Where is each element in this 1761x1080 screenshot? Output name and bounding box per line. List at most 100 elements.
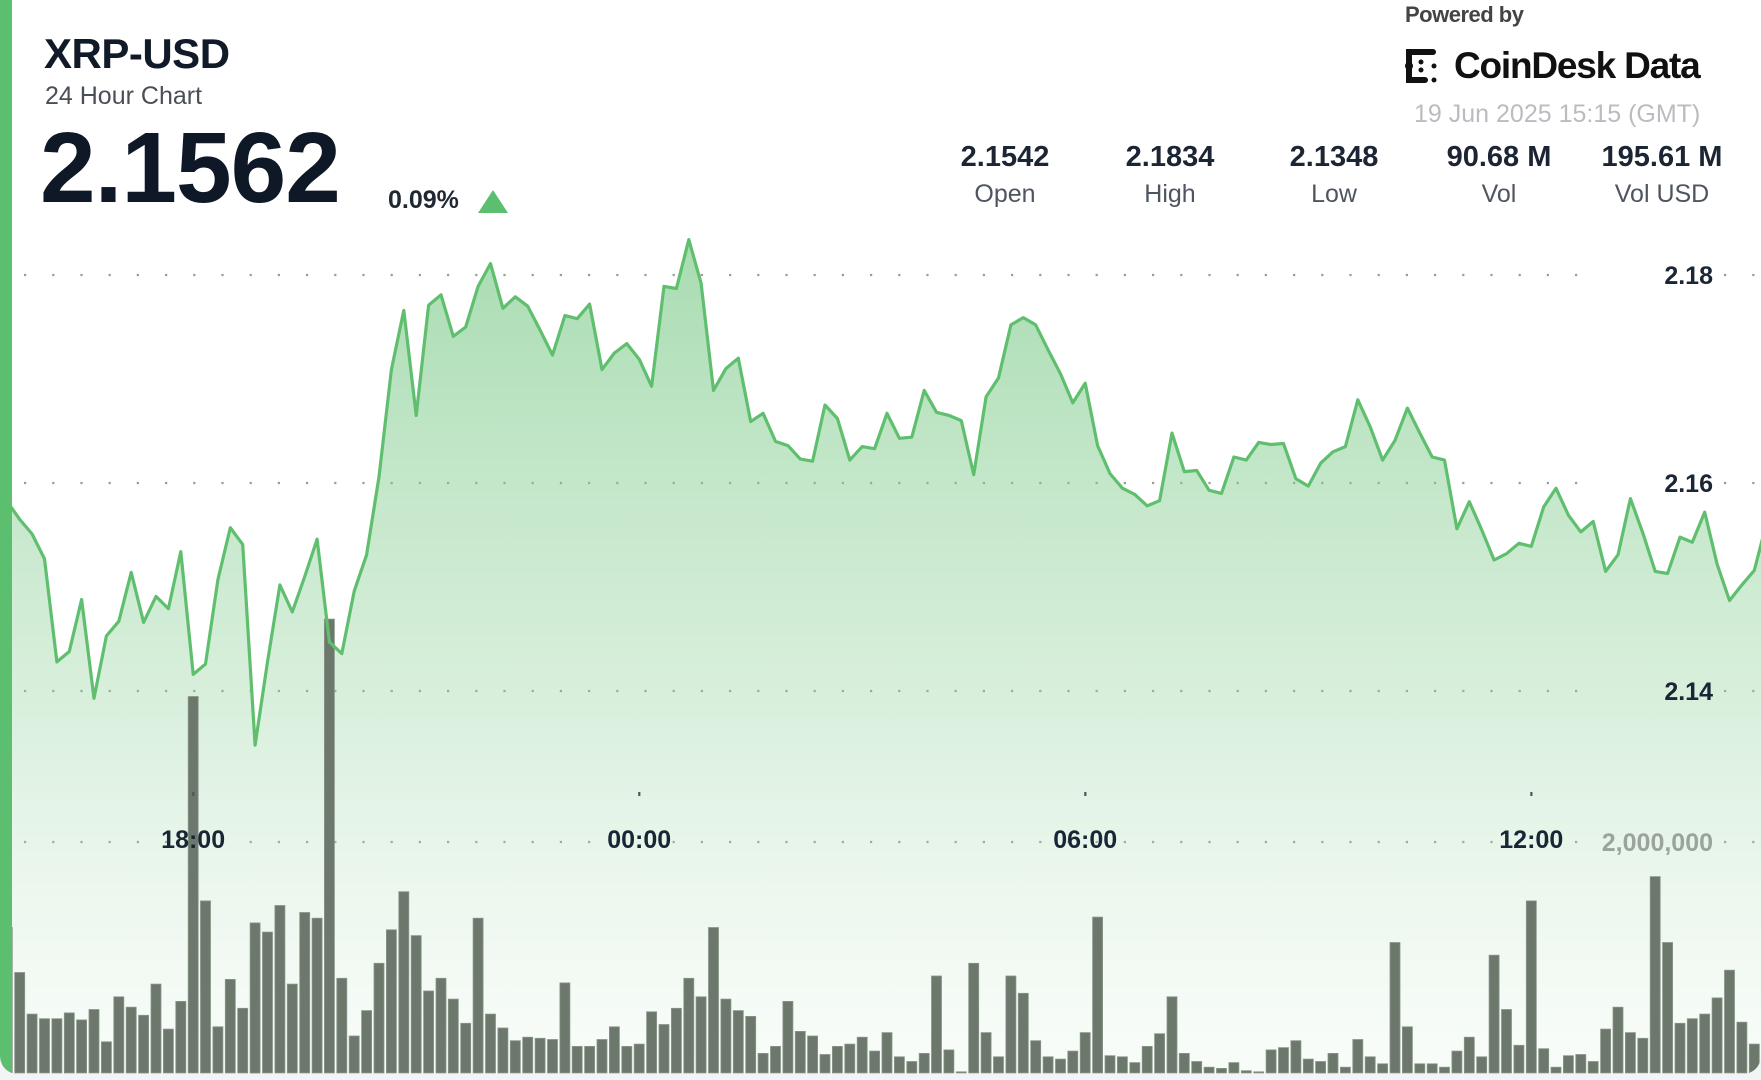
volume-bar <box>150 983 162 1074</box>
volume-bar <box>509 1040 521 1074</box>
stat-value: 2.1834 <box>1125 141 1215 173</box>
volume-bar <box>1315 1061 1326 1074</box>
volume-bar <box>633 1043 645 1074</box>
volume-bar <box>980 1032 992 1074</box>
volume-bar <box>274 905 286 1074</box>
volume-bar <box>584 1046 595 1074</box>
volume-bar <box>1278 1047 1289 1074</box>
volume-bar <box>881 1032 893 1074</box>
volume-bar <box>832 1046 843 1074</box>
volume-bar <box>138 1014 150 1074</box>
volume-bar <box>435 977 447 1074</box>
volume-bar <box>175 1001 187 1074</box>
volume-bar <box>1525 900 1537 1074</box>
volume-bar <box>559 982 571 1074</box>
stat-label: Vol <box>1481 180 1517 208</box>
volume-bar <box>1736 1021 1748 1074</box>
x-tick-mark <box>638 792 641 796</box>
volume-bar <box>993 1056 1004 1074</box>
stat-vol-usd: 195.61 M Vol USD <box>1587 140 1737 214</box>
volume-bar <box>398 891 410 1074</box>
volume-bar <box>1699 1013 1711 1074</box>
volume-bar <box>596 1039 608 1074</box>
volume-bar <box>76 1019 87 1074</box>
volume-bar <box>323 618 335 1074</box>
pair-title: XRP-USD <box>44 30 230 77</box>
volume-bar <box>1674 1022 1686 1074</box>
volume-bar <box>1612 1006 1624 1074</box>
triangle-up-icon <box>478 190 508 213</box>
volume-bar <box>113 996 125 1074</box>
volume-bar <box>844 1043 856 1074</box>
price-line <box>5 238 1761 747</box>
volume-bar <box>1042 1056 1054 1074</box>
volume-bar <box>943 1049 955 1074</box>
volume-bar <box>187 696 199 1074</box>
volume-bar <box>1637 1037 1649 1074</box>
volume-bar <box>1414 1063 1426 1074</box>
volume-bar <box>1141 1046 1153 1074</box>
volume-bar <box>695 996 707 1074</box>
volume-bar <box>732 1010 744 1074</box>
volume-bar <box>447 998 459 1074</box>
stat-label: High <box>1144 180 1196 208</box>
volume-bar <box>237 1007 249 1074</box>
timestamp: 19 Jun 2025 15:15 (GMT) <box>1414 100 1701 128</box>
volume-bar <box>1513 1044 1525 1074</box>
x-tick-label: 06:00 <box>1053 826 1117 854</box>
volume-bar <box>1402 1026 1413 1074</box>
volume-bar <box>1488 954 1500 1074</box>
volume-bar <box>1600 1028 1611 1074</box>
volume-bar <box>51 1018 63 1074</box>
x-tick-label: 18:00 <box>161 826 225 854</box>
coindesk-logo[interactable]: CoinDesk Data <box>1404 44 1701 88</box>
volume-bar <box>385 929 397 1074</box>
volume-bar <box>757 1053 769 1074</box>
volume-bar <box>460 1022 472 1074</box>
volume-bar <box>1191 1061 1203 1074</box>
volume-bar <box>720 998 732 1074</box>
x-axis: 18:00 00:00 06:00 12:00 <box>161 792 1563 854</box>
volume-bar <box>1228 1062 1240 1074</box>
volume-bar <box>1178 1053 1190 1074</box>
volume-bar <box>497 1027 509 1074</box>
volume-bar <box>361 1010 373 1074</box>
volume-bar <box>931 975 942 1074</box>
volume-bar <box>1649 876 1661 1074</box>
chart-subtitle: 24 Hour Chart <box>45 82 203 110</box>
stat-label: Vol USD <box>1614 180 1710 208</box>
volume-bar <box>894 1056 905 1074</box>
volume-bar <box>658 1024 670 1074</box>
volume-bar <box>1340 1066 1351 1074</box>
volume-bar <box>485 1013 496 1074</box>
volume-bar <box>683 977 695 1074</box>
volume-bar <box>770 1046 781 1074</box>
volume-bar <box>646 1011 657 1074</box>
volume-bar <box>819 1054 831 1074</box>
volume-bar <box>671 1007 682 1074</box>
volume-bar <box>336 977 348 1074</box>
volume-bar <box>1563 1055 1574 1074</box>
stat-low: 2.1348 Low <box>1259 140 1409 214</box>
volume-bar <box>423 990 435 1074</box>
stat-open: 2.1542 Open <box>930 140 1080 214</box>
volume-bar <box>212 1026 224 1074</box>
price-change: 0.09% <box>388 186 459 214</box>
volume-bar <box>1265 1049 1277 1074</box>
volume-bar <box>1501 1009 1512 1074</box>
x-tick-mark <box>1530 792 1533 796</box>
volume-bar <box>1748 1043 1760 1074</box>
volume-bar <box>1476 1056 1488 1074</box>
volume-bar <box>1364 1056 1376 1074</box>
stat-high: 2.1834 High <box>1095 140 1245 214</box>
volume-bar <box>1550 1066 1562 1074</box>
x-tick-mark <box>1084 792 1087 796</box>
volume-bar <box>1055 1058 1066 1074</box>
volume-bar <box>1711 997 1723 1074</box>
volume-bar <box>1327 1053 1339 1074</box>
volume-bar <box>1216 1068 1227 1074</box>
volume-bar <box>1104 1055 1116 1074</box>
volume-bar <box>968 962 980 1074</box>
